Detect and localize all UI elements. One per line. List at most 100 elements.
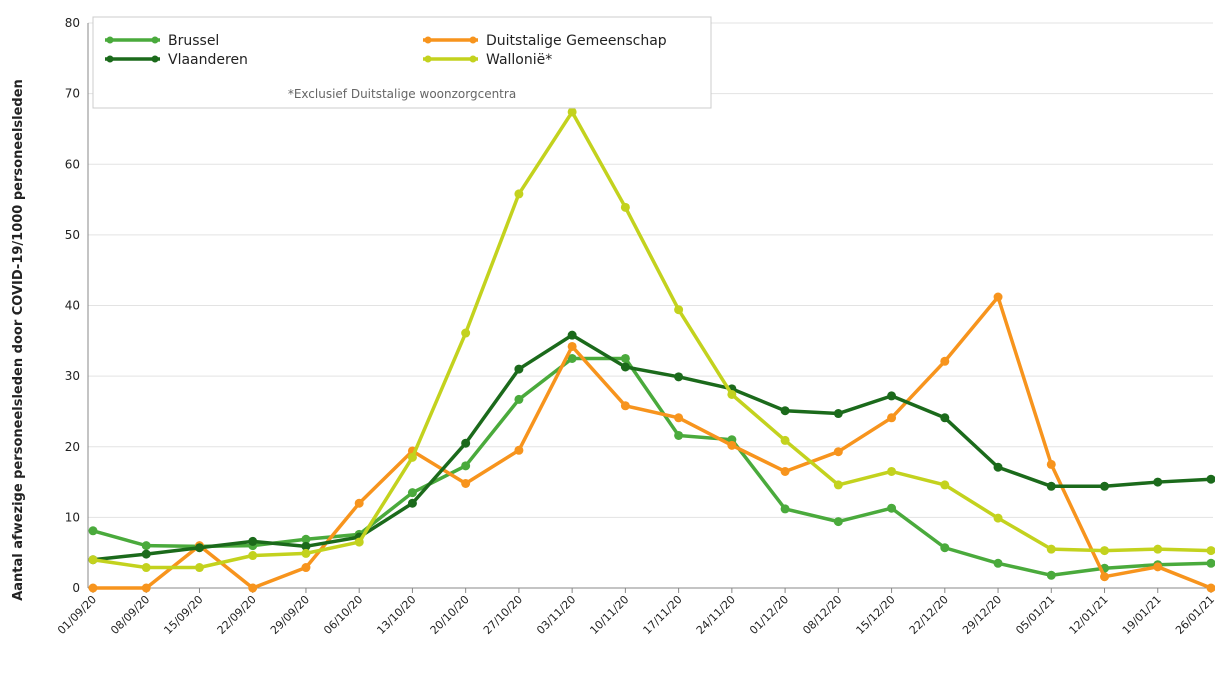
point bbox=[887, 391, 897, 401]
point bbox=[1100, 481, 1110, 491]
y-tick-label: 80 bbox=[65, 16, 80, 30]
point bbox=[620, 202, 630, 212]
x-tick-label: 17/11/20 bbox=[641, 593, 685, 637]
point bbox=[301, 534, 311, 544]
point bbox=[674, 372, 684, 382]
point bbox=[194, 543, 204, 553]
y-tick-label: 0 bbox=[72, 581, 80, 595]
x-tick-label: 29/12/20 bbox=[960, 593, 1004, 637]
point bbox=[1100, 546, 1110, 556]
point bbox=[674, 413, 684, 423]
point bbox=[514, 445, 524, 455]
point bbox=[461, 461, 471, 471]
point bbox=[301, 548, 311, 558]
legend-dot bbox=[469, 36, 477, 44]
point bbox=[567, 330, 577, 340]
point bbox=[301, 563, 311, 573]
point bbox=[780, 504, 790, 514]
x-tick-label: 15/09/20 bbox=[161, 593, 205, 637]
legend-dot bbox=[424, 36, 432, 44]
x-tick-label: 08/12/20 bbox=[800, 593, 844, 637]
point bbox=[141, 541, 151, 551]
point bbox=[620, 362, 630, 372]
point bbox=[461, 438, 471, 448]
point bbox=[940, 356, 950, 366]
point bbox=[1046, 544, 1056, 554]
point bbox=[248, 583, 258, 593]
x-tick-label: 12/01/21 bbox=[1067, 593, 1111, 637]
x-tick-label: 29/09/20 bbox=[268, 593, 312, 637]
x-tick-label: 22/09/20 bbox=[215, 593, 259, 637]
point bbox=[940, 543, 950, 553]
point bbox=[194, 563, 204, 573]
series-line bbox=[92, 333, 1212, 562]
point bbox=[567, 353, 577, 363]
point bbox=[567, 107, 577, 117]
point bbox=[780, 435, 790, 445]
x-tick-label: 01/12/20 bbox=[747, 593, 791, 637]
point bbox=[141, 549, 151, 559]
point bbox=[354, 498, 364, 508]
x-tick-label: 08/09/20 bbox=[108, 593, 152, 637]
point bbox=[727, 389, 737, 399]
legend-dot bbox=[151, 36, 159, 44]
point bbox=[88, 583, 98, 593]
x-tick-label: 22/12/20 bbox=[907, 593, 951, 637]
point bbox=[833, 409, 843, 419]
point bbox=[780, 406, 790, 416]
legend-dot bbox=[469, 55, 477, 63]
legend-label: Brussel bbox=[168, 33, 219, 49]
point bbox=[674, 430, 684, 440]
y-axis-label: Aantal afwezige personeelsleden door COV… bbox=[11, 79, 26, 601]
legend-dot bbox=[106, 55, 114, 63]
point bbox=[141, 563, 151, 573]
point bbox=[993, 513, 1003, 523]
point bbox=[514, 189, 524, 199]
point bbox=[833, 480, 843, 490]
point bbox=[88, 526, 98, 536]
x-tick-label: 24/11/20 bbox=[694, 593, 738, 637]
point bbox=[674, 305, 684, 315]
y-tick-label: 70 bbox=[65, 87, 80, 101]
point bbox=[514, 394, 524, 404]
point bbox=[833, 517, 843, 527]
point bbox=[993, 292, 1003, 302]
legend-dot bbox=[151, 55, 159, 63]
x-tick-label: 15/12/20 bbox=[854, 593, 898, 637]
y-tick-label: 40 bbox=[65, 299, 80, 313]
point bbox=[88, 555, 98, 565]
x-tick-label: 26/01/21 bbox=[1173, 593, 1215, 637]
point bbox=[407, 488, 417, 498]
y-tick-label: 60 bbox=[65, 157, 80, 171]
x-tick-label: 06/10/20 bbox=[321, 593, 365, 637]
point bbox=[514, 364, 524, 374]
point bbox=[887, 466, 897, 476]
legend-label: Wallonië* bbox=[486, 52, 552, 68]
legend-dot bbox=[106, 36, 114, 44]
point bbox=[301, 541, 311, 551]
point bbox=[1206, 546, 1215, 556]
point bbox=[1206, 558, 1215, 568]
x-tick-label: 19/01/21 bbox=[1120, 593, 1164, 637]
point bbox=[141, 583, 151, 593]
x-tick-label: 13/10/20 bbox=[374, 593, 418, 637]
point bbox=[780, 466, 790, 476]
point bbox=[887, 413, 897, 423]
point bbox=[1100, 572, 1110, 582]
x-tick-label: 03/11/20 bbox=[534, 593, 578, 637]
point bbox=[407, 452, 417, 462]
y-tick-label: 20 bbox=[65, 440, 80, 454]
x-tick-label: 10/11/20 bbox=[587, 593, 631, 637]
point bbox=[940, 413, 950, 423]
point bbox=[461, 478, 471, 488]
point bbox=[727, 440, 737, 450]
legend-dot bbox=[424, 55, 432, 63]
point bbox=[248, 551, 258, 561]
point bbox=[1153, 544, 1163, 554]
y-tick-label: 10 bbox=[65, 510, 80, 524]
y-tick-label: 30 bbox=[65, 369, 80, 383]
series-line bbox=[92, 110, 1212, 570]
point bbox=[993, 462, 1003, 472]
point bbox=[1206, 583, 1215, 593]
point bbox=[940, 480, 950, 490]
